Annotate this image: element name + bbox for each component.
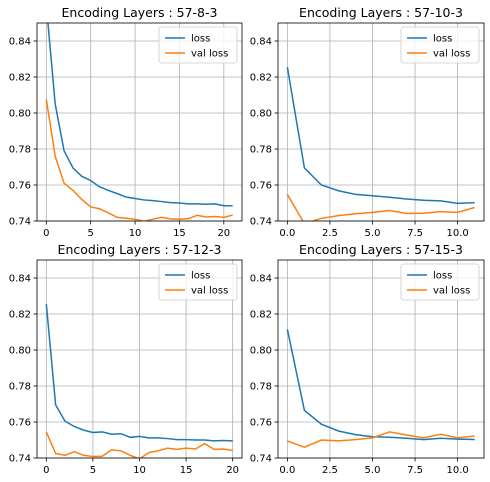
y-tick-label: 0.82: [250, 310, 272, 321]
y-tick-label: 0.84: [250, 37, 272, 48]
y-tick-label: 0.76: [9, 418, 31, 429]
y-tick-label: 0.80: [250, 346, 272, 357]
y-tick-label: 0.78: [9, 382, 31, 393]
y-tick-label: 0.78: [9, 145, 31, 156]
legend: loss val loss: [158, 26, 238, 64]
subplot-title: Encoding Layers : 57-15-3: [299, 242, 463, 257]
y-tick-label: 0.76: [250, 418, 272, 429]
y-tick-label: 0.78: [250, 382, 272, 393]
y-tick-label: 0.80: [9, 346, 31, 357]
series-line-val-loss: [287, 431, 475, 449]
subplot-3: 0 5 10 15 20 0.74 0.76 0.78 0.80 0.82 0.84 Encoding…: [9, 242, 243, 476]
legend-label: loss: [191, 34, 210, 45]
y-tick-label: 0.74: [9, 454, 31, 465]
legend-label: loss: [433, 34, 452, 45]
x-tick-label: 20: [226, 465, 239, 476]
x-tick-label: 0: [43, 228, 49, 239]
y-tick-label: 0.74: [250, 217, 272, 228]
y-tick-label: 0.76: [250, 181, 272, 192]
x-tick-label: 5: [90, 465, 96, 476]
legend-label: loss: [191, 271, 210, 282]
x-tick-label: 0.0: [279, 228, 295, 239]
series-line-loss: [45, 304, 233, 442]
legend-label: val loss: [433, 286, 470, 297]
x-tick-label: 2.5: [322, 465, 338, 476]
subplot-title: Encoding Layers : 57-10-3: [299, 5, 463, 20]
series-line-val-loss: [286, 193, 475, 221]
y-tick-label: 0.82: [9, 310, 31, 321]
legend: loss val loss: [400, 26, 480, 64]
y-tick-label: 0.74: [250, 454, 272, 465]
x-tick-label: 2.5: [322, 228, 338, 239]
x-tick-label: 0: [43, 465, 49, 476]
x-tick-label: 0.0: [279, 465, 295, 476]
subplot-2: 0.0 2.5 5.0 7.5 10.0 0.74 0.76 0.78 0.80 0.82 0.84…: [250, 5, 485, 239]
y-tick-label: 0.74: [9, 217, 31, 228]
x-tick-label: 5: [88, 228, 94, 239]
legend-label: val loss: [433, 49, 470, 60]
x-tick-label: 15: [173, 228, 186, 239]
axes-frame: [277, 259, 485, 459]
legend-box: [158, 26, 238, 64]
series-line-val-loss: [45, 431, 233, 458]
legend-label: val loss: [191, 49, 228, 60]
y-tick-label: 0.84: [250, 274, 272, 285]
y-tick-label: 0.80: [250, 109, 272, 120]
legend-box: [400, 263, 480, 301]
subplot-4: 0.0 2.5 5.0 7.5 10.0 0.74 0.76 0.78 0.80 0.82 0.84…: [250, 242, 485, 476]
x-tick-label: 5.0: [365, 465, 381, 476]
series-line-val-loss: [45, 99, 233, 221]
subplot-1: 0 5 10 15 20 0.74 0.76 0.78 0.80 0.82 0.84 Encoding…: [9, 5, 243, 239]
y-tick-label: 0.80: [9, 109, 31, 120]
x-tick-label: 10.0: [446, 465, 468, 476]
subplot-title: Encoding Layers : 57-12-3: [58, 242, 222, 257]
legend-label: loss: [433, 271, 452, 282]
legend: loss val loss: [400, 263, 480, 301]
legend-box: [158, 263, 238, 301]
x-tick-label: 15: [180, 465, 193, 476]
x-tick-label: 7.5: [407, 228, 423, 239]
legend: loss val loss: [158, 263, 238, 301]
subplot-title: Encoding Layers : 57-8-3: [62, 5, 218, 20]
x-tick-label: 20: [217, 228, 230, 239]
x-tick-label: 10.0: [446, 228, 468, 239]
legend-box: [400, 26, 480, 64]
y-tick-label: 0.84: [9, 37, 31, 48]
x-tick-label: 10: [133, 465, 146, 476]
legend-label: val loss: [191, 286, 228, 297]
x-tick-label: 7.5: [407, 465, 423, 476]
series-line-loss: [286, 66, 475, 205]
x-tick-label: 10: [129, 228, 142, 239]
axes-frame: [277, 22, 485, 222]
y-tick-label: 0.78: [250, 145, 272, 156]
y-tick-label: 0.82: [9, 73, 31, 84]
x-tick-label: 5.0: [365, 228, 381, 239]
y-tick-label: 0.76: [9, 181, 31, 192]
y-tick-label: 0.84: [9, 274, 31, 285]
series-line-loss: [286, 329, 475, 441]
axes-frame: [36, 22, 243, 222]
series-line-loss: [47, 23, 233, 207]
y-tick-label: 0.82: [250, 73, 272, 84]
